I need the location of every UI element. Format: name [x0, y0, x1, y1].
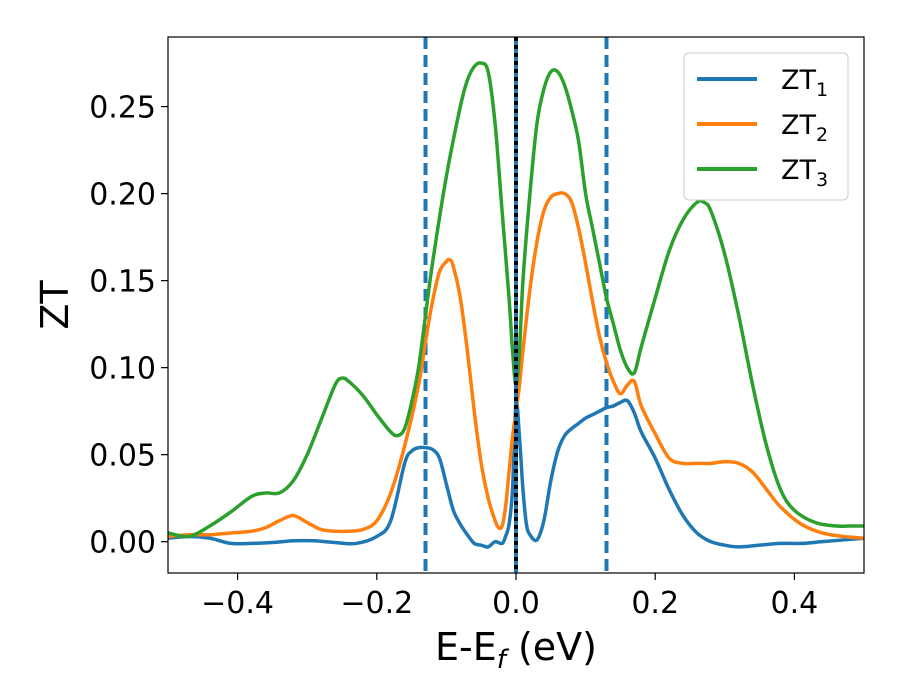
legend: ZT1 ZT2 ZT3 [683, 52, 849, 201]
legend-box [683, 52, 849, 201]
x-axis-label: E-Ef (eV) [435, 625, 597, 675]
legend-label-2: ZT2 [781, 110, 828, 146]
y-tick-label: 0.05 [89, 439, 156, 474]
x-tick-label: 0.4 [771, 586, 819, 621]
x-tick-label: 0.2 [631, 586, 679, 621]
x-tick-label: −0.4 [201, 586, 274, 621]
x-tick-label: −0.2 [340, 586, 413, 621]
y-tick-label: 0.20 [89, 178, 156, 213]
series-line-3 [168, 61, 864, 539]
y-axis-ticks: 0.00 0.05 0.10 0.15 0.20 0.25 [89, 91, 168, 561]
legend-label-1: ZT1 [781, 65, 828, 101]
y-axis-label: ZT [33, 280, 77, 330]
y-tick-label: 0.00 [89, 526, 156, 561]
legend-label-3: ZT3 [781, 155, 828, 191]
y-tick-label: 0.15 [89, 265, 156, 300]
x-axis-ticks: −0.4 −0.2 0.0 0.2 0.4 [201, 573, 818, 621]
y-tick-label: 0.10 [89, 352, 156, 387]
y-tick-label: 0.25 [89, 91, 156, 126]
x-axis-label-unit: (eV) [506, 625, 597, 669]
x-tick-label: 0.0 [492, 586, 540, 621]
series-line-1 [168, 398, 864, 549]
